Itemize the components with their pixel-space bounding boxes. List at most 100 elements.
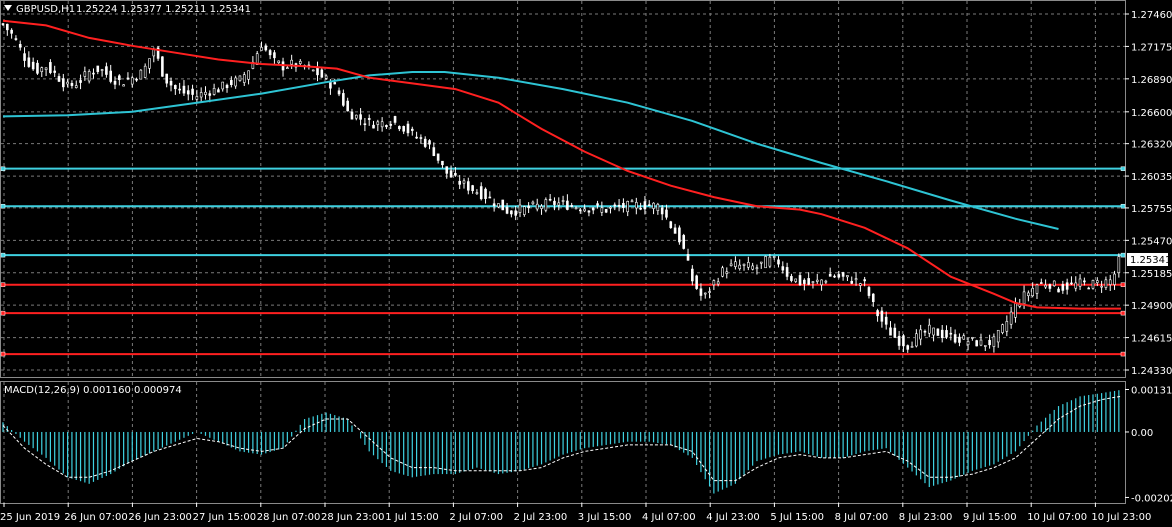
candle-body (945, 330, 948, 338)
candle-body (393, 116, 397, 123)
candle-body (389, 124, 393, 126)
horizontal-lines[interactable] (0, 166, 1126, 357)
candle-body (479, 186, 483, 200)
candle-body (988, 339, 991, 346)
candle-body (759, 261, 763, 264)
candle-body (859, 283, 862, 286)
candle-body (923, 330, 927, 333)
candle-body (1100, 285, 1103, 288)
symbol-title: GBPUSD,H1 (16, 4, 75, 15)
time-tick-label: 25 Jun 2019 (0, 512, 60, 523)
price-tick-label: 1.26320 (1131, 140, 1172, 151)
candle-body (27, 57, 31, 67)
candle-body (44, 67, 48, 70)
level-anchor-left[interactable] (0, 203, 6, 209)
candle-body (854, 278, 858, 281)
candle-body (966, 341, 970, 346)
candle-body (178, 88, 181, 91)
candle-body (971, 337, 974, 339)
candle-body (242, 74, 246, 83)
candle-body (118, 75, 121, 80)
candle-body (540, 205, 543, 209)
candle-body (462, 180, 466, 184)
candle-body (83, 71, 87, 77)
ma-slow-line (2, 71, 1059, 230)
macd-panel-frame (0, 381, 1126, 504)
candle-body (100, 69, 104, 71)
candle-body (441, 160, 444, 166)
candle-body (609, 207, 612, 209)
candle-body (940, 329, 944, 338)
price-axis: 1.27460 1.27175 1.26890 1.26600 1.26320 1.260… (1125, 10, 1172, 504)
candle-body (505, 206, 509, 214)
chart-menu-triangle-icon[interactable] (4, 5, 12, 11)
candle-body (790, 276, 793, 281)
time-tick-label: 8 Jul 23:00 (899, 512, 953, 523)
candle-body (678, 227, 681, 243)
candle-body (354, 114, 358, 119)
candle-body (359, 114, 362, 120)
candle-body (1044, 284, 1047, 288)
level-anchor-left[interactable] (0, 282, 6, 287)
candle-body (195, 96, 199, 100)
candle-body (781, 266, 785, 271)
candle-body (1057, 288, 1060, 293)
price-tick-label: 1.26035 (1131, 172, 1172, 183)
candle-body (458, 180, 461, 185)
candle-body (747, 262, 750, 268)
candle-body (234, 77, 237, 87)
level-anchor-right[interactable] (1120, 310, 1126, 316)
level-anchor-left[interactable] (0, 310, 6, 316)
candle-body (255, 53, 259, 65)
candle-body (367, 118, 371, 120)
time-tick-label: 26 Jun 07:00 (64, 512, 128, 523)
candle-body (958, 336, 961, 343)
level-anchor-left[interactable] (0, 166, 6, 171)
macd-indicator (2, 390, 1122, 494)
macd-tick-label: 0.00 (1131, 428, 1153, 439)
candle-body (716, 281, 720, 285)
level-anchor-left[interactable] (0, 351, 6, 357)
level-anchor-left[interactable] (0, 252, 6, 258)
candle-body (906, 345, 910, 350)
candle-body (74, 85, 78, 88)
level-anchor-right[interactable] (1120, 252, 1126, 258)
candle-body (1078, 278, 1082, 287)
candle-body (66, 81, 69, 85)
candle-body (798, 275, 802, 286)
candle-body (708, 291, 711, 293)
candle-body (1005, 321, 1009, 332)
candle-body (161, 56, 164, 77)
current-price-tag (1127, 253, 1168, 266)
candle-body (419, 137, 423, 139)
ma-fast-line (2, 19, 1121, 310)
candle-body (1031, 288, 1034, 297)
candle-body (350, 111, 354, 120)
candle-body (191, 88, 194, 95)
candle-body (820, 279, 823, 286)
candle-body (764, 256, 767, 269)
candle-body (992, 336, 996, 347)
candle-body (273, 52, 276, 59)
candle-body (204, 91, 207, 95)
candle-body (927, 324, 931, 334)
candle-body (337, 90, 341, 95)
candle-body (548, 198, 552, 201)
candle-body (40, 67, 44, 72)
level-anchor-right[interactable] (1120, 203, 1126, 209)
candle-body (122, 84, 125, 87)
price-tick-label: 1.26600 (1131, 108, 1172, 119)
level-anchor-right[interactable] (1120, 282, 1126, 287)
level-anchor-right[interactable] (1120, 166, 1126, 171)
candles (1, 22, 1121, 353)
candle-body (376, 121, 380, 125)
level-anchor-right[interactable] (1120, 351, 1126, 357)
candle-body (62, 78, 65, 88)
candle-body (497, 203, 500, 208)
time-tick-label: 8 Jul 07:00 (835, 512, 889, 523)
candle-body (725, 271, 729, 274)
candle-body (910, 346, 914, 348)
candle-body (113, 80, 117, 85)
candle-body (794, 278, 798, 282)
